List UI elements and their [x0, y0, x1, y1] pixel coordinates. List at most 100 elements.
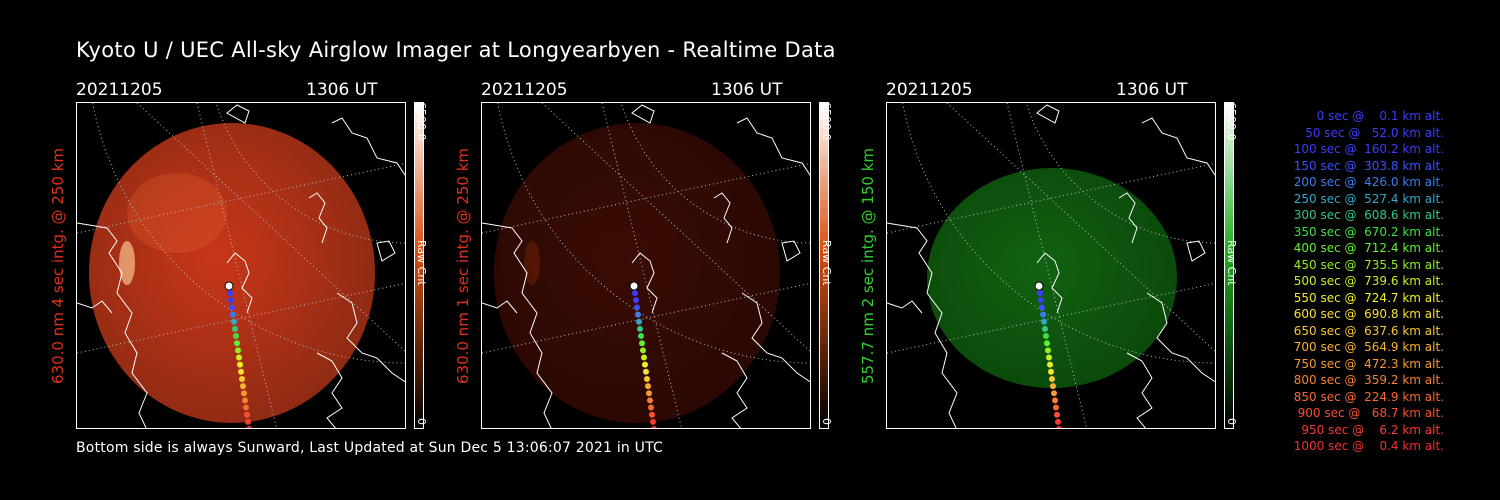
trajectory-point	[246, 426, 252, 428]
trajectory-point	[636, 318, 642, 325]
trajectory-point	[651, 426, 657, 428]
trajectory-point	[235, 347, 241, 354]
trajectory-point	[1043, 333, 1049, 340]
trajectory-point	[1054, 411, 1060, 418]
allsky-image	[481, 102, 811, 429]
trajectory-point	[228, 297, 234, 304]
trajectory-point	[647, 397, 653, 404]
trajectory-point	[1047, 361, 1053, 368]
legend-row: 550 sec @ 724.7 km alt.	[1289, 290, 1444, 305]
page-title: Kyoto U / UEC All-sky Airglow Imager at …	[76, 38, 836, 62]
trajectory-point	[645, 383, 651, 390]
trajectory-point	[640, 347, 646, 354]
panel-630-4sec: 20211205 1306 UT 630.0 nm 4 sec intg. @ …	[49, 80, 516, 430]
panel-ylabel: 630.0 nm 4 sec intg. @ 250 km	[49, 147, 67, 384]
trajectory-point	[634, 304, 640, 311]
trajectory-point	[243, 404, 249, 411]
trajectory-point	[1045, 347, 1051, 354]
trajectory-point	[241, 390, 247, 397]
trajectory-point	[642, 361, 648, 368]
legend-row: 700 sec @ 564.9 km alt.	[1289, 340, 1444, 354]
trajectory-point	[245, 418, 251, 425]
legend-row: 450 sec @ 735.5 km alt.	[1289, 257, 1444, 272]
legend-row: 500 sec @ 739.6 km alt.	[1289, 274, 1444, 288]
trajectory-point	[643, 368, 649, 375]
trajectory-point	[638, 333, 644, 340]
trajectory-point	[1034, 281, 1044, 291]
trajectory-point	[231, 318, 237, 325]
allsky-svg	[482, 103, 810, 428]
trajectory-point	[632, 290, 638, 297]
legend-row: 250 sec @ 527.4 km alt.	[1289, 191, 1444, 206]
trajectory-point	[233, 333, 239, 340]
trajectory-point	[237, 361, 243, 368]
panel-date: 20211205	[886, 80, 973, 100]
allsky-image	[76, 102, 406, 429]
legend-row: 100 sec @ 160.2 km alt.	[1289, 142, 1444, 156]
trajectory-point	[236, 354, 242, 361]
colorbar-min: 0	[1225, 418, 1238, 425]
legend-row: 200 sec @ 426.0 km alt.	[1289, 175, 1444, 189]
trajectory-point	[1056, 426, 1062, 428]
trajectory-point	[224, 281, 234, 291]
trajectory-point	[1046, 354, 1052, 361]
colorbar	[819, 102, 829, 429]
trajectory-point	[238, 368, 244, 375]
legend-row: 50 sec @ 52.0 km alt.	[1297, 125, 1444, 140]
panel-time: 1306 UT	[1116, 80, 1188, 100]
trajectory-point	[649, 411, 655, 418]
legend-row: 650 sec @ 637.6 km alt.	[1289, 323, 1444, 338]
legend-row: 150 sec @ 303.8 km alt.	[1289, 158, 1444, 173]
trajectory-point	[1042, 325, 1048, 332]
trajectory-point	[644, 375, 650, 382]
panel-date: 20211205	[76, 80, 163, 100]
colorbar	[1224, 102, 1234, 429]
trajectory-point	[1050, 383, 1056, 390]
panel-time: 1306 UT	[711, 80, 783, 100]
panel-ylabel: 557.7 nm 2 sec intg. @ 150 km	[859, 147, 877, 384]
colorbar-min: 0	[820, 418, 833, 425]
panel-557-2sec: 20211205 1306 UT 557.7 nm 2 sec intg. @ …	[859, 80, 1326, 430]
legend-row: 0 sec @ 0.1 km alt.	[1305, 109, 1444, 123]
trajectory-point	[229, 304, 235, 311]
footer-status: Bottom side is always Sunward, Last Upda…	[76, 440, 663, 456]
trajectory-point	[1051, 390, 1057, 397]
legend-row: 950 sec @ 6.2 km alt.	[1297, 422, 1444, 437]
trajectory-point	[1040, 311, 1046, 318]
allsky-image	[886, 102, 1216, 429]
trajectory-point	[639, 340, 645, 347]
trajectory-point	[648, 404, 654, 411]
trajectory-point	[1049, 375, 1055, 382]
panel-time: 1306 UT	[306, 80, 378, 100]
trajectory-point	[1044, 340, 1050, 347]
trajectory-point	[242, 397, 248, 404]
trajectory-point	[1039, 304, 1045, 311]
legend-row: 600 sec @ 690.8 km alt.	[1289, 307, 1444, 321]
trajectory-point	[234, 340, 240, 347]
trajectory-point	[239, 375, 245, 382]
legend-row: 350 sec @ 670.2 km alt.	[1289, 224, 1444, 239]
trajectory-point	[1041, 318, 1047, 325]
legend-row: 850 sec @ 224.9 km alt.	[1289, 389, 1444, 404]
allsky-svg	[77, 103, 405, 428]
legend-row: 800 sec @ 359.2 km alt.	[1289, 373, 1444, 387]
trajectory-legend: 0 sec @ 0.1 km alt. 50 sec @ 52.0 km alt…	[1262, 108, 1444, 455]
trajectory-point	[244, 411, 250, 418]
trajectory-point	[1055, 418, 1061, 425]
colorbar-min: 0	[415, 418, 428, 425]
trajectory-point	[629, 281, 639, 291]
trajectory-point	[1053, 404, 1059, 411]
colorbar	[414, 102, 424, 429]
trajectory-point	[1038, 297, 1044, 304]
trajectory-point	[646, 390, 652, 397]
trajectory-point	[227, 290, 233, 297]
panel-ylabel: 630.0 nm 1 sec intg. @ 250 km	[454, 147, 472, 384]
panel-630-1sec: 20211205 1306 UT 630.0 nm 1 sec intg. @ …	[454, 80, 921, 430]
trajectory-point	[650, 418, 656, 425]
trajectory-point	[232, 325, 238, 332]
trajectory-point	[641, 354, 647, 361]
trajectory-point	[1037, 290, 1043, 297]
trajectory-point	[637, 325, 643, 332]
legend-row: 1000 sec @ 0.4 km alt.	[1293, 439, 1444, 453]
legend-row: 750 sec @ 472.3 km alt.	[1289, 356, 1444, 371]
